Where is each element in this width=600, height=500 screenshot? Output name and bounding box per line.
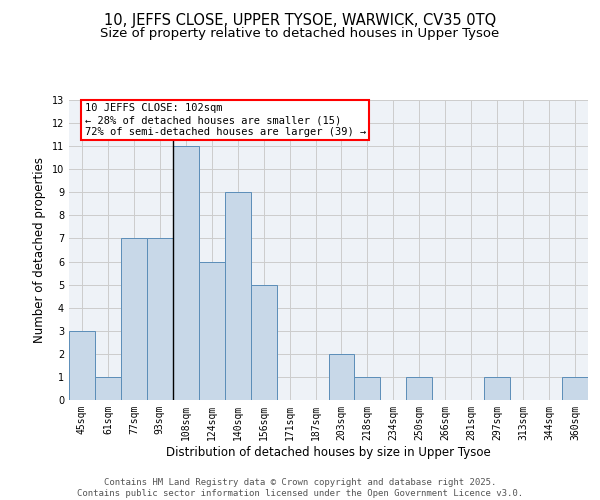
Bar xyxy=(199,262,224,400)
Bar xyxy=(95,377,121,400)
Bar xyxy=(484,377,510,400)
Bar xyxy=(225,192,251,400)
Text: 10 JEFFS CLOSE: 102sqm
← 28% of detached houses are smaller (15)
72% of semi-det: 10 JEFFS CLOSE: 102sqm ← 28% of detached… xyxy=(85,104,366,136)
Y-axis label: Number of detached properties: Number of detached properties xyxy=(33,157,46,343)
Bar xyxy=(251,284,277,400)
Bar xyxy=(406,377,432,400)
Bar xyxy=(69,331,95,400)
Text: Size of property relative to detached houses in Upper Tysoe: Size of property relative to detached ho… xyxy=(100,28,500,40)
Text: 10, JEFFS CLOSE, UPPER TYSOE, WARWICK, CV35 0TQ: 10, JEFFS CLOSE, UPPER TYSOE, WARWICK, C… xyxy=(104,12,496,28)
Text: Contains HM Land Registry data © Crown copyright and database right 2025.
Contai: Contains HM Land Registry data © Crown c… xyxy=(77,478,523,498)
Bar xyxy=(173,146,199,400)
Bar xyxy=(562,377,588,400)
Bar xyxy=(355,377,380,400)
X-axis label: Distribution of detached houses by size in Upper Tysoe: Distribution of detached houses by size … xyxy=(166,446,491,458)
Bar xyxy=(147,238,173,400)
Bar xyxy=(329,354,355,400)
Bar xyxy=(121,238,147,400)
